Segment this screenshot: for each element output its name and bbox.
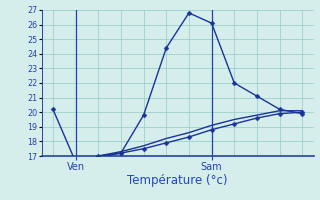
X-axis label: Température (°c): Température (°c) xyxy=(127,174,228,187)
